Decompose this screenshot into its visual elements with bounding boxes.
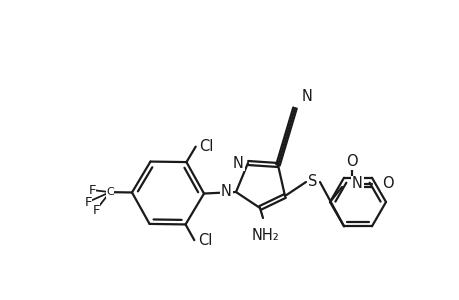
- Text: O: O: [346, 154, 357, 169]
- Text: C: C: [106, 187, 114, 197]
- Text: S: S: [308, 175, 317, 190]
- Text: NH₂: NH₂: [252, 228, 279, 243]
- Text: N: N: [302, 89, 312, 104]
- Text: N: N: [351, 176, 362, 191]
- Text: Cl: Cl: [199, 139, 213, 154]
- Text: F: F: [92, 203, 100, 217]
- Text: F: F: [88, 184, 95, 196]
- Text: N: N: [233, 155, 243, 170]
- Text: N: N: [221, 184, 231, 200]
- Text: F: F: [84, 196, 91, 208]
- Text: Cl: Cl: [198, 233, 212, 248]
- Text: O: O: [381, 176, 393, 191]
